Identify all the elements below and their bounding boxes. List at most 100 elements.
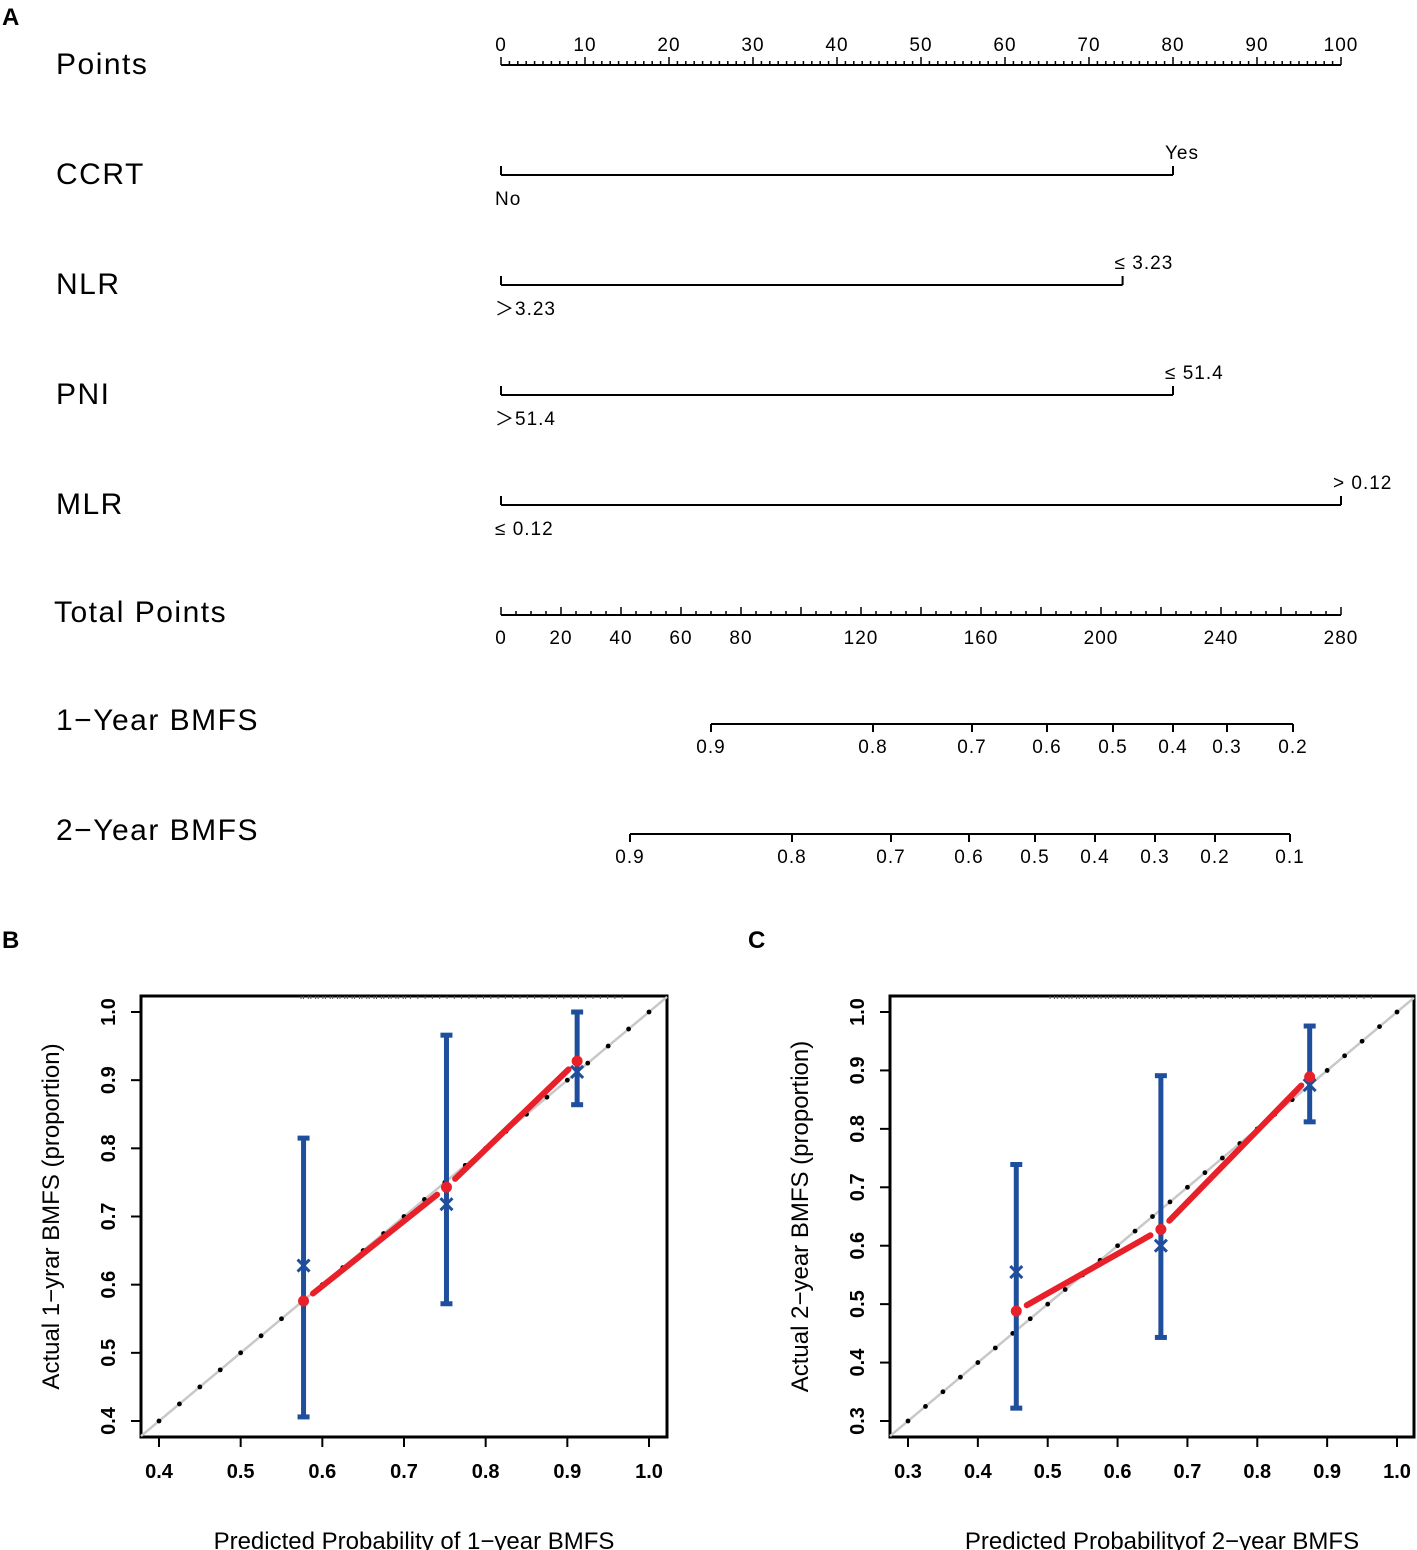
points-tick-label: 0 (495, 35, 507, 56)
calibration-plot-1-year: 0.4 0.5 0.6 0.7 0.8 0.9 1.0 0.4 0.5 0.6 0.7 0.8 0.9 1… (38, 994, 669, 1550)
nlr-high-level-label: ≤ 3.23 (1115, 253, 1174, 274)
x-tick-label: 0.8 (1243, 1461, 1271, 1483)
total-points-tick-label: 80 (729, 628, 752, 649)
x-tick-label: 0.3 (894, 1461, 922, 1483)
apparent-calibration-line (1166, 1082, 1305, 1224)
apparent-point (571, 1055, 583, 1067)
total-points-tick-label: 120 (844, 628, 879, 649)
2-year-bmfs-tick-label: 0.6 (954, 847, 983, 868)
points-tick-label: 100 (1324, 35, 1359, 56)
ideal-dot (1062, 1287, 1068, 1292)
total-points-tick-label: 280 (1324, 628, 1359, 649)
points-tick-label: 90 (1245, 35, 1268, 56)
ideal-dot (605, 1043, 611, 1049)
apparent-point (440, 1181, 452, 1193)
ccrt-low-level-label: No (495, 189, 521, 210)
2-year-bmfs-tick-label: 0.4 (1080, 847, 1109, 868)
1-year-bmfs-tick-label: 0.2 (1278, 737, 1307, 758)
1-year-bmfs-tick-label: 0.6 (1032, 737, 1061, 758)
apparent-point (1155, 1223, 1167, 1235)
2-year-bmfs-tick-label: 0.9 (615, 847, 644, 868)
x-tick-label: 0.8 (472, 1461, 500, 1483)
apparent-point (1304, 1071, 1316, 1083)
ideal-dot (1150, 1214, 1155, 1219)
ideal-dot (1342, 1053, 1348, 1059)
ideal-dot (564, 1077, 570, 1083)
row-label-pni: PNI (56, 378, 111, 411)
2-year-bmfs-tick-label: 0.3 (1140, 847, 1169, 868)
ideal-dot (1324, 1068, 1330, 1073)
points-tick-label: 30 (741, 35, 764, 56)
1-year-bmfs-tick-label: 0.9 (696, 737, 725, 758)
2-year-bmfs-tick-label: 0.7 (876, 847, 905, 868)
x-tick-label: 0.6 (1104, 1461, 1132, 1483)
apparent-calibration-line (452, 1066, 572, 1182)
total-points-tick-label: 240 (1204, 628, 1239, 649)
bias-corrected-point (439, 1197, 454, 1212)
2-year-bmfs-tick-label: 0.1 (1275, 847, 1304, 868)
x-axis-title: Predicted Probability of 1−year BMFS (214, 1528, 615, 1550)
y-tick-label: 1.0 (847, 998, 869, 1026)
1-year-bmfs-tick-label: 0.7 (957, 737, 986, 758)
nomogram-panel: Points 0 10 20 30 40 50 60 70 80 90 100 CCRT No Yes NLR… (54, 35, 1392, 868)
panel-label-a: A (2, 4, 19, 31)
ideal-dot (957, 1374, 963, 1380)
ideal-dot (238, 1350, 244, 1356)
ideal-dot (197, 1384, 203, 1390)
apparent-point (1010, 1305, 1022, 1317)
y-tick-label: 0.6 (847, 1232, 869, 1260)
row-label-ccrt: CCRT (56, 158, 145, 191)
y-tick-label: 0.6 (98, 1271, 120, 1299)
ideal-dot (1115, 1243, 1120, 1249)
x-axis-title: Predicted Probabilityof 2−year BMFS (965, 1528, 1359, 1550)
bias-corrected-point (1153, 1238, 1168, 1253)
ideal-dot (544, 1094, 550, 1100)
x-tick-label: 1.0 (635, 1461, 663, 1483)
y-tick-label: 0.7 (98, 1203, 120, 1231)
pni-high-level-label: ≤ 51.4 (1165, 363, 1224, 384)
row-label-1-year-bmfs: 1−Year BMFS (56, 704, 259, 737)
calibration-plot-2-year: 0.3 0.4 0.5 0.6 0.7 0.8 0.9 1.0 0.3 0.4 0.5 0.6 0.7 0… (787, 994, 1416, 1550)
y-tick-label: 0.9 (847, 1057, 869, 1085)
total-points-tick-label: 160 (964, 628, 999, 649)
y-axis-title: Actual 2−year BMFS (proportion) (787, 1041, 814, 1392)
bias-corrected-point (296, 1258, 311, 1273)
1-year-bmfs-tick-label: 0.5 (1098, 737, 1127, 758)
ideal-dot (1202, 1170, 1208, 1176)
x-tick-label: 0.9 (553, 1461, 581, 1483)
ccrt-high-level-label: Yes (1165, 143, 1199, 164)
nlr-low-level-label: ＞3.23 (495, 299, 556, 320)
ideal-dot (156, 1418, 162, 1424)
total-points-tick-label: 0 (495, 628, 507, 649)
ideal-dot (992, 1345, 998, 1351)
bias-corrected-point (1302, 1077, 1317, 1093)
y-tick-label: 1.0 (98, 998, 120, 1026)
row-label-2-year-bmfs: 2−Year BMFS (56, 814, 259, 847)
x-tick-label: 0.7 (390, 1461, 418, 1483)
panel-label-c: C (748, 927, 765, 954)
y-tick-label: 0.5 (847, 1290, 869, 1318)
ideal-dot (1359, 1038, 1365, 1044)
ideal-dot (585, 1060, 591, 1066)
ideal-dot (923, 1403, 928, 1409)
points-tick-label: 70 (1077, 35, 1100, 56)
2-year-bmfs-tick-label: 0.5 (1020, 847, 1049, 868)
ideal-dot (1185, 1184, 1190, 1190)
ideal-dot (217, 1367, 223, 1373)
ideal-dot (1219, 1155, 1225, 1161)
mlr-high-level-label: > 0.12 (1333, 473, 1392, 494)
y-tick-label: 0.4 (847, 1348, 869, 1377)
row-label-points: Points (56, 48, 148, 81)
x-tick-label: 0.4 (145, 1461, 174, 1483)
x-tick-label: 0.5 (227, 1461, 255, 1483)
1-year-bmfs-tick-label: 0.3 (1212, 737, 1241, 758)
bias-corrected-point (1009, 1264, 1024, 1280)
1-year-bmfs-tick-label: 0.8 (858, 737, 887, 758)
x-tick-label: 0.4 (964, 1461, 993, 1483)
bias-corrected-point (570, 1064, 585, 1080)
ideal-dot (905, 1418, 911, 1424)
panel-label-b: B (2, 927, 19, 954)
apparent-point (298, 1295, 310, 1307)
y-tick-label: 0.5 (98, 1339, 120, 1367)
y-tick-label: 0.4 (98, 1406, 120, 1435)
